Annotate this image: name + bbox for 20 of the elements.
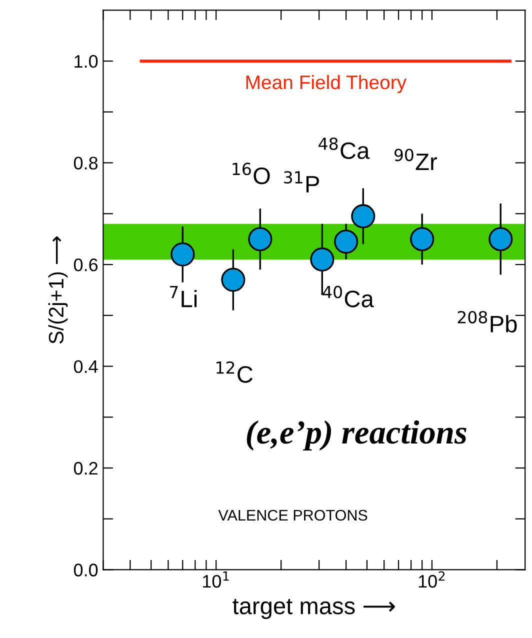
annotation: (e,e’p) reactions — [246, 420, 466, 451]
x-tick-label: 10$^{1}$ — [203, 571, 229, 588]
annotation: $^{208}$Pb — [458, 310, 517, 332]
y-tick-label: 0.0 — [74, 564, 98, 576]
annotation: $^{31}$P — [284, 171, 320, 192]
x-tick-label: 10$^{2}$ — [418, 571, 445, 588]
series-label: Mean Field Theory — [246, 74, 406, 94]
y-tick-label: 1.0 — [74, 55, 98, 68]
y-axis-title: S/(2j+1) ⟶ — [48, 236, 68, 344]
y-tick-label: 0.6 — [74, 258, 98, 272]
y-tick-label: 0.8 — [74, 156, 98, 170]
y-tick-label: 0.4 — [74, 360, 98, 373]
x-axis-title: target mass ⟶ — [232, 598, 395, 619]
annotation: $^{48}$Ca — [318, 138, 370, 160]
annotation: $^{90}$Zr — [394, 148, 437, 170]
annotation: $^{16}$O — [232, 162, 270, 184]
annotation: $^{7}$Li — [170, 286, 197, 308]
y-tick-label: 0.2 — [74, 462, 98, 475]
annotation: $^{12}$C — [216, 361, 253, 383]
annotation: VALENCE PROTONS — [218, 510, 368, 521]
